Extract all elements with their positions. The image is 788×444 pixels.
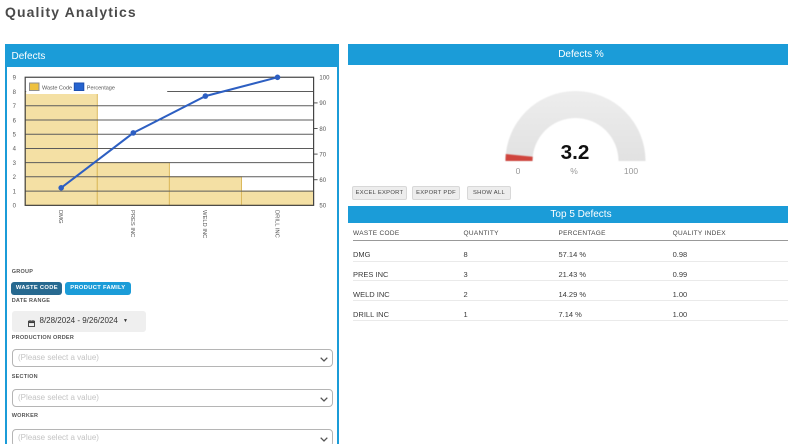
svg-text:8: 8 (13, 90, 17, 96)
svg-text:PRES INC: PRES INC (129, 210, 135, 237)
svg-text:DRILL INC: DRILL INC (273, 210, 279, 238)
svg-text:3.2: 3.2 (561, 141, 590, 164)
svg-text:%: % (570, 166, 578, 176)
svg-text:0: 0 (516, 166, 521, 176)
svg-text:7: 7 (13, 104, 17, 110)
svg-text:DMG: DMG (57, 210, 63, 224)
svg-text:100: 100 (624, 166, 638, 176)
svg-text:6: 6 (13, 118, 17, 124)
svg-text:2: 2 (13, 175, 17, 181)
svg-text:Waste Code: Waste Code (42, 86, 72, 92)
svg-text:50: 50 (319, 204, 326, 210)
svg-text:4: 4 (13, 147, 17, 153)
svg-text:1: 1 (13, 189, 17, 195)
svg-text:100: 100 (319, 76, 330, 82)
svg-text:80: 80 (319, 127, 326, 133)
svg-text:5: 5 (13, 133, 17, 139)
svg-text:0: 0 (13, 204, 17, 210)
svg-text:3: 3 (13, 161, 17, 167)
svg-text:9: 9 (13, 76, 17, 82)
svg-text:70: 70 (319, 152, 326, 158)
svg-text:90: 90 (319, 101, 326, 107)
svg-text:WELD INC: WELD INC (201, 210, 207, 238)
svg-text:Percentage: Percentage (87, 86, 115, 92)
svg-text:60: 60 (319, 178, 326, 184)
